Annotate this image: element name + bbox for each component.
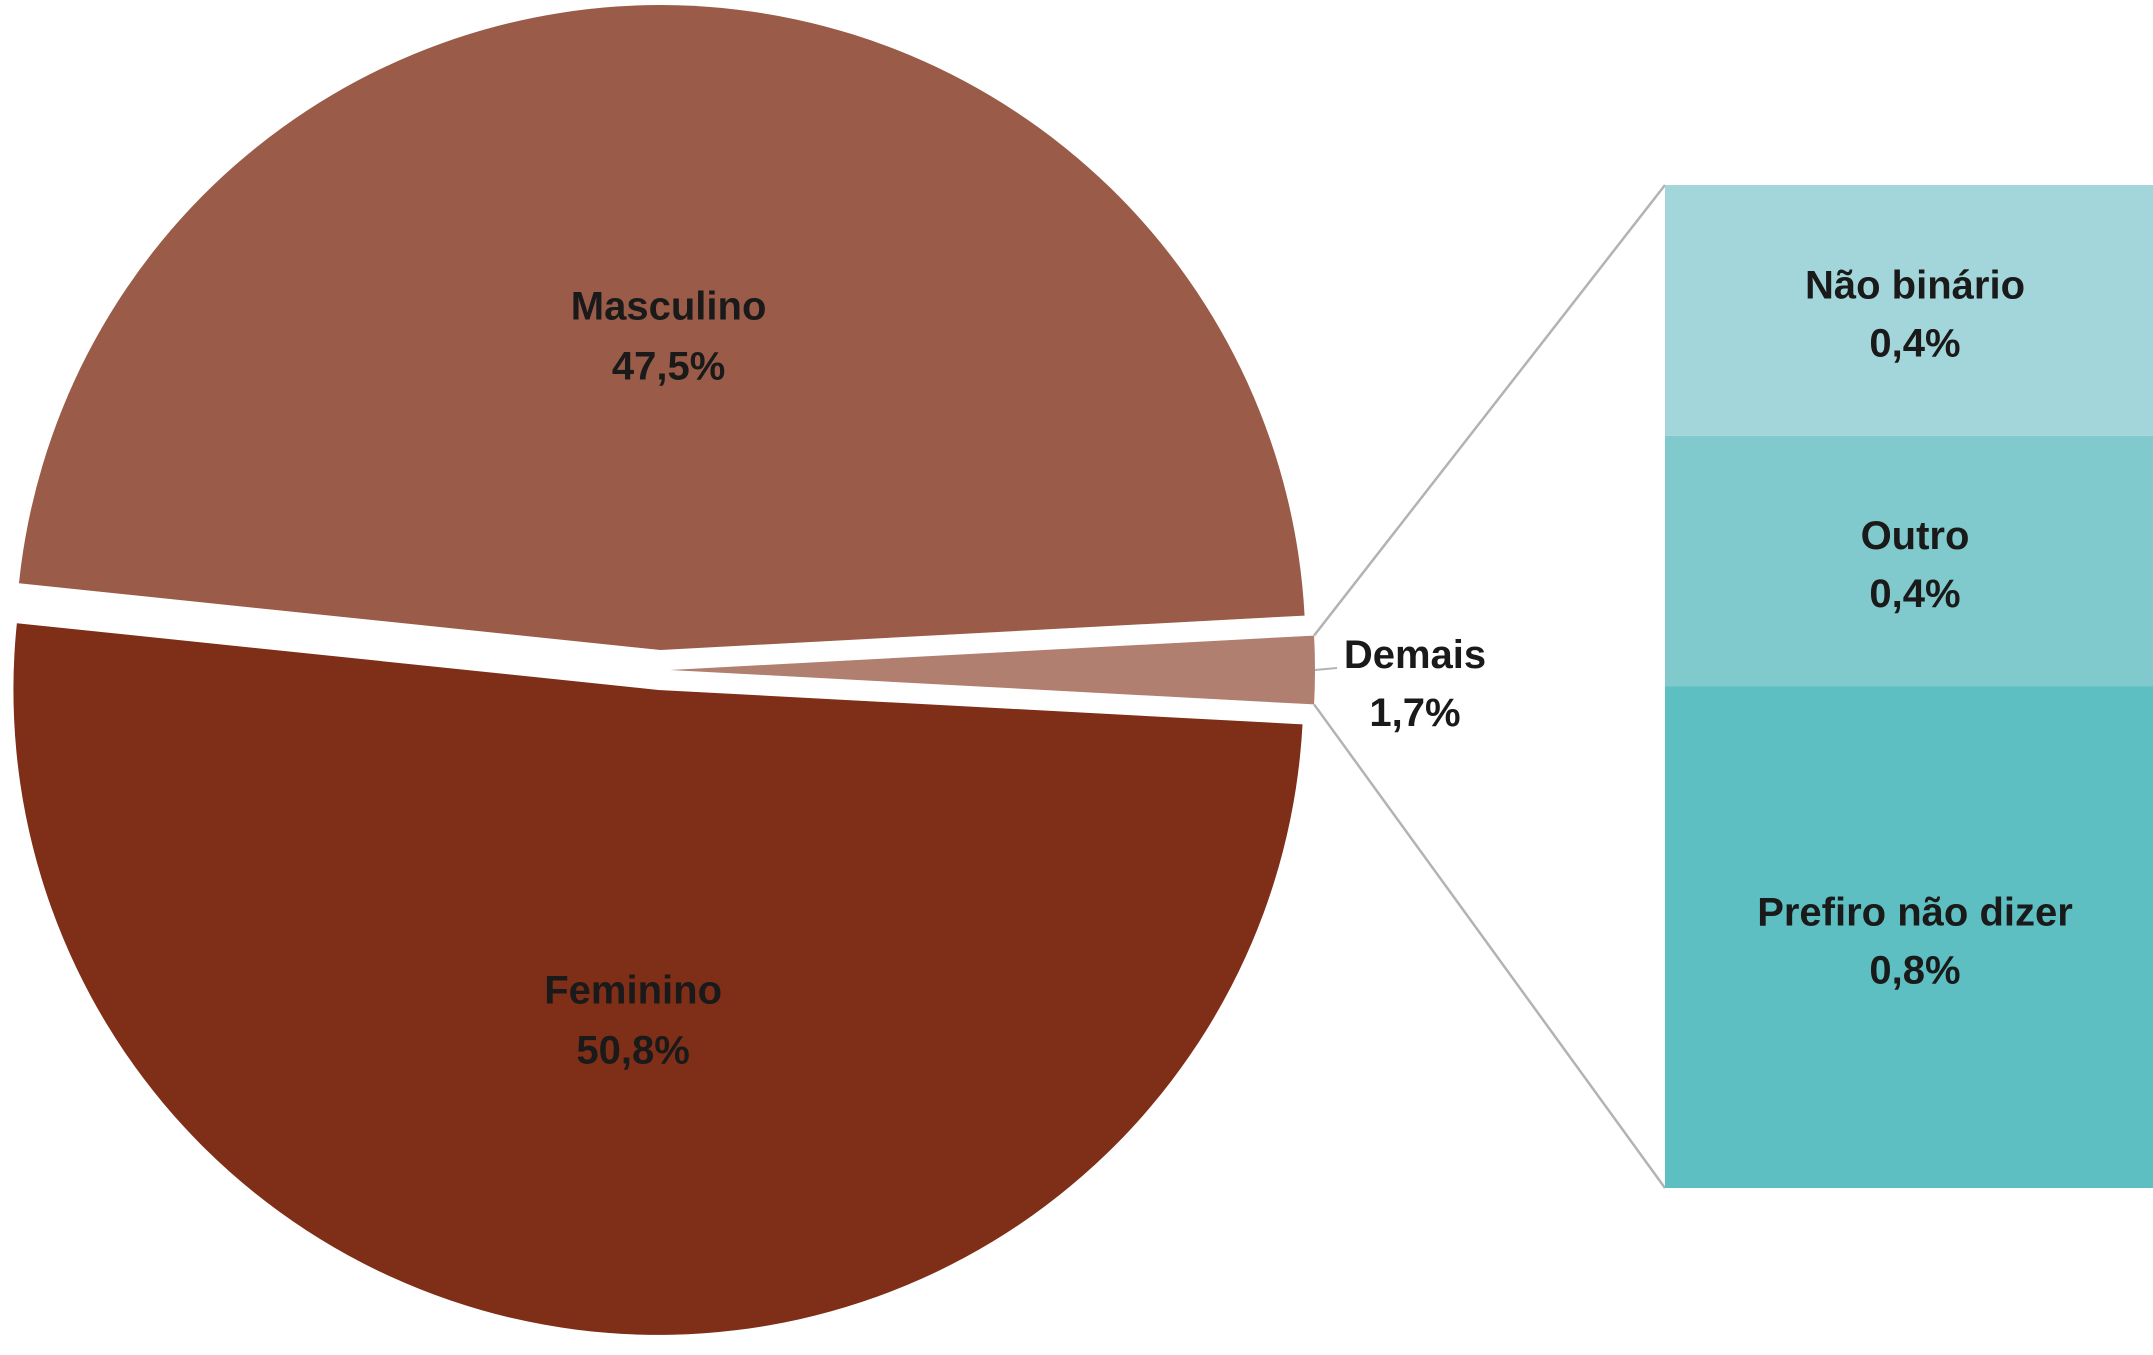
bar-label-outro-name: Outro bbox=[1861, 514, 1970, 558]
labels: Masculino 47,5% Feminino 50,8% Demais 1,7% Não… bbox=[544, 263, 2073, 1072]
bar-label-prefiro-nao-dizer-value: 0,8% bbox=[1869, 948, 1960, 992]
pie-label-masculino-value: 47,5% bbox=[612, 345, 725, 389]
demais-leader-line bbox=[1314, 667, 1338, 671]
pie-slice-demais bbox=[670, 635, 1315, 705]
pie-label-masculino-name: Masculino bbox=[571, 285, 767, 329]
pie-slice-feminino bbox=[13, 623, 1303, 1335]
connector-line-top bbox=[1313, 184, 1666, 637]
bar-label-outro-value: 0,4% bbox=[1869, 572, 1960, 616]
pie-label-demais-value: 1,7% bbox=[1369, 691, 1460, 735]
breakdown-bar bbox=[1665, 185, 2153, 1188]
bar-segment-outro bbox=[1665, 435, 2153, 687]
pie-slice-masculino bbox=[18, 5, 1305, 651]
connector-lines bbox=[1313, 184, 1667, 1189]
bar-label-nao-binario-name: Não binário bbox=[1805, 263, 2025, 307]
pie-label-demais-name: Demais bbox=[1344, 633, 1486, 677]
bar-segment-nao-binario bbox=[1665, 185, 2153, 436]
bar-label-prefiro-nao-dizer-name: Prefiro não dizer bbox=[1757, 890, 2073, 934]
pie-label-feminino-name: Feminino bbox=[544, 968, 722, 1012]
bar-segment-prefiro-nao-dizer bbox=[1665, 686, 2153, 1188]
pie bbox=[13, 5, 1315, 1335]
bar-label-nao-binario-value: 0,4% bbox=[1869, 321, 1960, 365]
connector-line-bottom bbox=[1313, 703, 1667, 1189]
pie-label-feminino-value: 50,8% bbox=[576, 1028, 689, 1072]
